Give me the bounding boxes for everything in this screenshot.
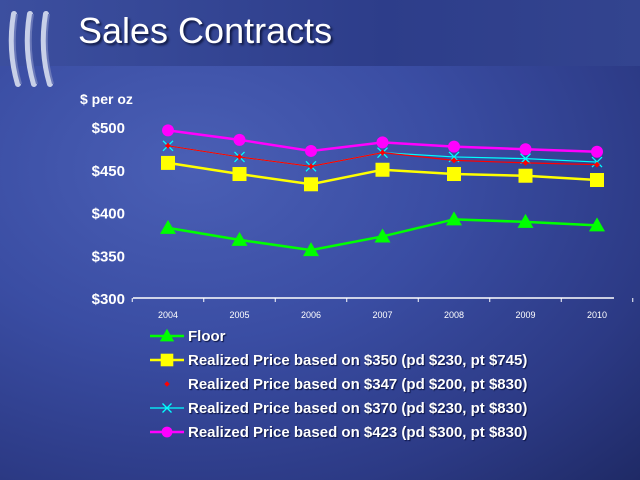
y-tick-label: $400 bbox=[92, 206, 125, 223]
data-point-diamond bbox=[165, 142, 171, 149]
data-point-circle bbox=[519, 143, 532, 156]
company-logo bbox=[8, 11, 54, 87]
legend-label: Realized Price based on $350 (pd $230, p… bbox=[188, 351, 528, 369]
data-point-triangle bbox=[517, 213, 534, 228]
data-point-diamond bbox=[236, 153, 243, 160]
series-4 bbox=[162, 124, 603, 158]
slide-title: Sales Contracts bbox=[78, 10, 333, 51]
data-point-square bbox=[161, 155, 175, 170]
data-point-square bbox=[232, 167, 247, 182]
data-point-circle bbox=[162, 124, 174, 137]
y-tick-label: $300 bbox=[92, 291, 125, 308]
line-chart: $300 $350 $400 $450 $500 2004 2005 2006 2007 2008… bbox=[92, 120, 607, 320]
data-point-circle bbox=[376, 136, 389, 149]
y-axis-label: $ per oz bbox=[80, 91, 133, 107]
data-point-square bbox=[160, 353, 174, 367]
data-point-x bbox=[162, 403, 172, 413]
data-point-triangle bbox=[374, 228, 391, 243]
data-point-circle bbox=[233, 133, 246, 146]
legend-swatch bbox=[150, 403, 184, 413]
x-tick-label: 2004 bbox=[158, 310, 178, 320]
x-tick-label: 2006 bbox=[301, 310, 321, 320]
legend-item: Realized Price based on $347 (pd $200, p… bbox=[150, 372, 527, 396]
legend-swatch bbox=[150, 353, 184, 367]
legend-item: Realized Price based on $370 (pd $230, p… bbox=[150, 396, 527, 420]
legend-swatch bbox=[150, 426, 184, 438]
data-point-diamond bbox=[522, 159, 529, 166]
series-0 bbox=[160, 211, 605, 257]
data-point-square bbox=[518, 168, 533, 183]
series-2 bbox=[165, 142, 600, 170]
data-point-triangle bbox=[160, 219, 176, 234]
data-point-x bbox=[520, 153, 531, 165]
data-point-diamond bbox=[451, 157, 457, 164]
legend-swatch bbox=[164, 381, 170, 387]
legend-label: Realized Price based on $347 (pd $200, p… bbox=[188, 375, 528, 393]
data-point-square bbox=[375, 162, 390, 177]
x-tick-label: 2010 bbox=[587, 310, 607, 320]
legend-item: Realized Price based on $423 (pd $300, p… bbox=[150, 420, 527, 444]
x-tick-label: 2009 bbox=[515, 310, 535, 320]
data-point-triangle bbox=[303, 242, 319, 257]
data-point-diamond bbox=[308, 163, 314, 170]
legend-label: Realized Price based on $423 (pd $300, p… bbox=[188, 423, 528, 441]
data-point-circle bbox=[448, 140, 460, 153]
data-point-circle bbox=[305, 144, 317, 157]
data-point-triangle bbox=[231, 231, 248, 246]
data-point-square bbox=[304, 177, 318, 192]
legend-label: Floor bbox=[188, 327, 226, 345]
data-point-triangle bbox=[589, 217, 605, 232]
legend-swatch bbox=[150, 328, 184, 342]
title-band bbox=[0, 0, 640, 66]
legend-label: Realized Price based on $370 (pd $230, p… bbox=[188, 399, 528, 417]
data-point-triangle bbox=[159, 328, 175, 342]
x-tick-label: 2007 bbox=[372, 310, 392, 320]
y-tick-label: $500 bbox=[92, 120, 125, 137]
legend: Floor Realized Price based on $350 (pd $2… bbox=[150, 324, 527, 444]
data-point-diamond bbox=[379, 149, 386, 156]
data-point-diamond bbox=[594, 161, 600, 168]
data-point-circle bbox=[161, 426, 173, 438]
y-tick-label: $350 bbox=[92, 248, 125, 265]
data-point-square bbox=[447, 167, 461, 182]
legend-item: Realized Price based on $350 (pd $230, p… bbox=[150, 348, 527, 372]
legend-item: Floor bbox=[150, 324, 527, 348]
data-point-square bbox=[590, 173, 604, 188]
data-point-diamond bbox=[164, 381, 170, 387]
data-point-triangle bbox=[446, 211, 462, 226]
x-tick-label: 2008 bbox=[444, 310, 464, 320]
data-point-circle bbox=[591, 145, 603, 158]
y-tick-label: $450 bbox=[92, 163, 125, 180]
x-tick-label: 2005 bbox=[229, 310, 249, 320]
series-1 bbox=[161, 155, 604, 192]
